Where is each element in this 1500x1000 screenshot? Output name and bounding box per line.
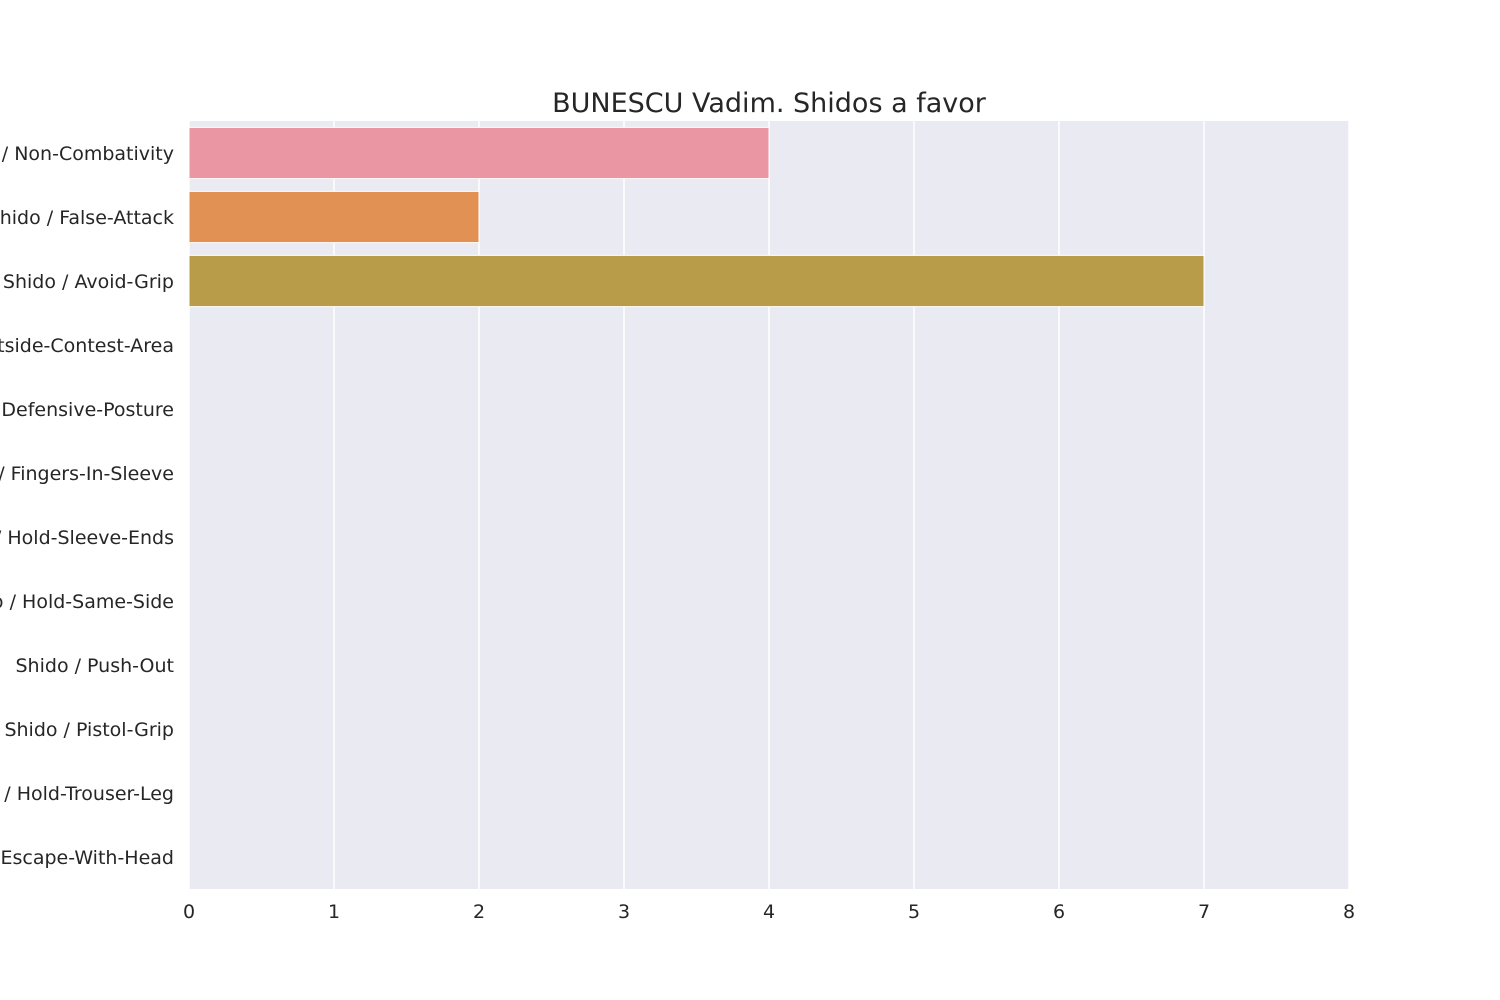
y-tick-label: Shido / Avoid-Grip bbox=[3, 271, 174, 293]
grid-lines bbox=[188, 121, 1350, 889]
y-tick-label: Shido / False-Attack bbox=[0, 207, 174, 229]
y-tick-label: Shido / Outside-Contest-Area bbox=[0, 335, 174, 357]
x-tick-label: 5 bbox=[908, 901, 920, 923]
x-tick-label: 0 bbox=[183, 901, 195, 923]
bar bbox=[188, 190, 480, 244]
bars bbox=[188, 126, 1205, 308]
x-axis-ticks: 0 1 2 3 4 5 6 7 8 bbox=[183, 901, 1355, 923]
y-tick-label: Shido / Escape-With-Head bbox=[0, 847, 174, 869]
y-tick-label: Shido / Hold-Sleeve-Ends bbox=[0, 527, 174, 549]
x-tick-label: 2 bbox=[473, 901, 485, 923]
y-tick-label: Shido / Defensive-Posture bbox=[0, 399, 174, 421]
y-tick-label: Shido / Non-Combativity bbox=[0, 143, 174, 165]
x-tick-label: 8 bbox=[1343, 901, 1355, 923]
y-tick-label: Shido / Pistol-Grip bbox=[4, 719, 174, 741]
bar bbox=[188, 126, 770, 180]
bar bbox=[188, 254, 1205, 308]
y-tick-label: Shido / Push-Out bbox=[16, 655, 175, 677]
chart-title: BUNESCU Vadim. Shidos a favor bbox=[552, 88, 987, 119]
y-tick-label: Shido / Hold-Trouser-Leg bbox=[0, 783, 174, 805]
y-axis-ticks: Shido / Non-Combativity Shido / False-Att… bbox=[0, 143, 174, 869]
x-tick-label: 3 bbox=[618, 901, 630, 923]
y-tick-label: Shido / Hold-Same-Side bbox=[0, 591, 174, 613]
x-tick-label: 6 bbox=[1053, 901, 1065, 923]
y-tick-label: Shido / Fingers-In-Sleeve bbox=[0, 463, 174, 485]
x-tick-label: 7 bbox=[1198, 901, 1210, 923]
x-tick-label: 4 bbox=[763, 901, 775, 923]
x-tick-label: 1 bbox=[328, 901, 340, 923]
